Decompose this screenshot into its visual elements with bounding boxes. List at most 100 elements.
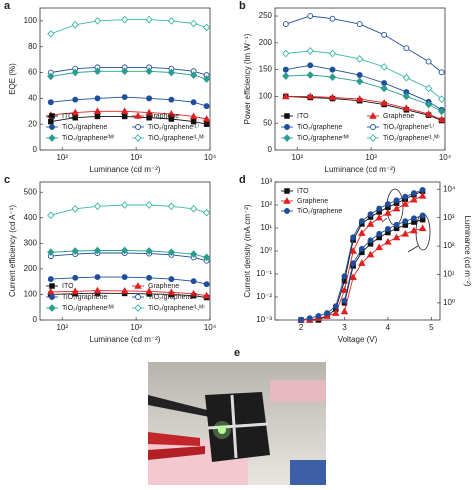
legend-label: TiO₂/graphene⁽ᴸ,ᴹ⁾ <box>148 304 205 312</box>
marker <box>203 23 211 32</box>
panel-letter: b <box>239 0 246 12</box>
marker <box>306 71 314 79</box>
photo: e <box>148 347 326 485</box>
marker <box>380 63 388 71</box>
series-line <box>50 110 207 120</box>
legend-marker <box>135 124 141 130</box>
marker <box>203 281 210 288</box>
legend-marker <box>49 283 55 289</box>
marker <box>121 201 129 209</box>
marker <box>282 21 289 28</box>
legend-label: TiO₂/graphene <box>297 124 342 131</box>
y-tick-label: 10⁻³ <box>256 315 272 324</box>
legend-marker <box>369 134 377 142</box>
series-line <box>50 66 207 76</box>
marker <box>376 205 383 212</box>
marker <box>410 226 418 234</box>
marker <box>356 55 364 63</box>
marker <box>424 100 433 109</box>
marker <box>168 276 175 283</box>
legend-label: Graphene <box>297 198 328 205</box>
marker <box>355 95 364 102</box>
y-tick-label: 10² <box>260 200 272 209</box>
legend-marker <box>48 134 56 142</box>
marker <box>315 312 322 319</box>
marker <box>93 246 102 255</box>
y-tick-label: 0 <box>268 145 273 154</box>
marker <box>340 307 349 315</box>
y-tick-label: 0 <box>33 315 38 324</box>
legend-label: TiO₂/graphene⁽ᴸ⁾ <box>148 123 199 131</box>
marker <box>93 107 102 115</box>
y-axis-title: Current density (mA cm⁻²) <box>243 204 252 297</box>
y-tick-label: 40 <box>28 93 37 102</box>
legend-label: TiO₂/graphene⁽ᴹ⁾ <box>62 134 115 142</box>
marker <box>410 190 417 197</box>
marker <box>71 20 79 29</box>
marker <box>366 220 375 227</box>
y-axis-title: Power efficiency (lm W⁻¹) <box>243 33 252 124</box>
y-tick-label: 20 <box>28 119 37 128</box>
arrow <box>381 217 419 253</box>
y-tick-label: 10⁰ <box>260 246 272 255</box>
marker <box>329 15 336 22</box>
marker <box>437 115 446 123</box>
series-line <box>285 74 442 112</box>
marker <box>402 92 410 101</box>
marker <box>167 68 175 77</box>
series-line <box>285 15 442 73</box>
legend-marker <box>49 124 55 130</box>
series-line <box>50 290 207 297</box>
marker <box>356 21 363 28</box>
marker <box>121 274 128 281</box>
legend-label: ITO <box>62 283 74 290</box>
x-axis-title: Luminance (cd m⁻²) <box>90 335 161 344</box>
legend-label: TiO₂/graphene <box>62 124 107 131</box>
y2-tick-label: 10¹ <box>443 270 455 279</box>
photo-sign <box>290 460 326 485</box>
marker <box>202 291 211 299</box>
marker <box>298 317 305 323</box>
marker <box>381 31 388 38</box>
y-tick-label: 100 <box>259 92 273 101</box>
legend-label: TiO₂/graphene⁽ᴸ⁾ <box>383 123 434 131</box>
legend-label: TiO₂/graphene <box>297 208 342 215</box>
marker <box>121 246 129 255</box>
photo-electrode <box>207 394 269 459</box>
marker <box>145 15 153 24</box>
marker <box>350 260 357 267</box>
marker <box>384 201 391 207</box>
photo-emission <box>218 426 226 434</box>
legend-label: ITO <box>62 113 74 120</box>
y-tick-label: 250 <box>259 11 273 20</box>
legend-marker <box>134 282 142 289</box>
marker <box>120 286 129 294</box>
marker <box>380 98 388 106</box>
marker <box>145 201 153 209</box>
marker <box>190 118 197 125</box>
marker <box>121 94 128 101</box>
y2-tick-label: 10³ <box>443 213 455 222</box>
series-line <box>344 227 423 312</box>
marker <box>71 68 79 77</box>
marker <box>366 250 375 258</box>
y2-axis-title: Luminance (cd m⁻²) <box>463 216 472 287</box>
x-tick-label: 2 <box>299 323 304 332</box>
y-tick-label: 500 <box>24 187 38 196</box>
y-tick-label: 300 <box>24 238 38 247</box>
marker <box>121 15 129 24</box>
marker <box>376 230 383 237</box>
photo-clip <box>148 395 215 418</box>
legend-label: Graphene <box>148 283 179 290</box>
marker <box>190 278 197 285</box>
x-axis-title: Luminance (cd m⁻²) <box>90 165 161 174</box>
y-axis-title: Current efficiency (cd A⁻¹) <box>8 205 17 297</box>
marker <box>307 62 314 69</box>
marker <box>93 17 102 25</box>
legend-marker <box>135 294 141 300</box>
marker <box>329 66 336 73</box>
marker <box>47 99 54 106</box>
marker <box>72 96 79 103</box>
marker <box>167 17 175 25</box>
legend-marker <box>283 134 291 142</box>
